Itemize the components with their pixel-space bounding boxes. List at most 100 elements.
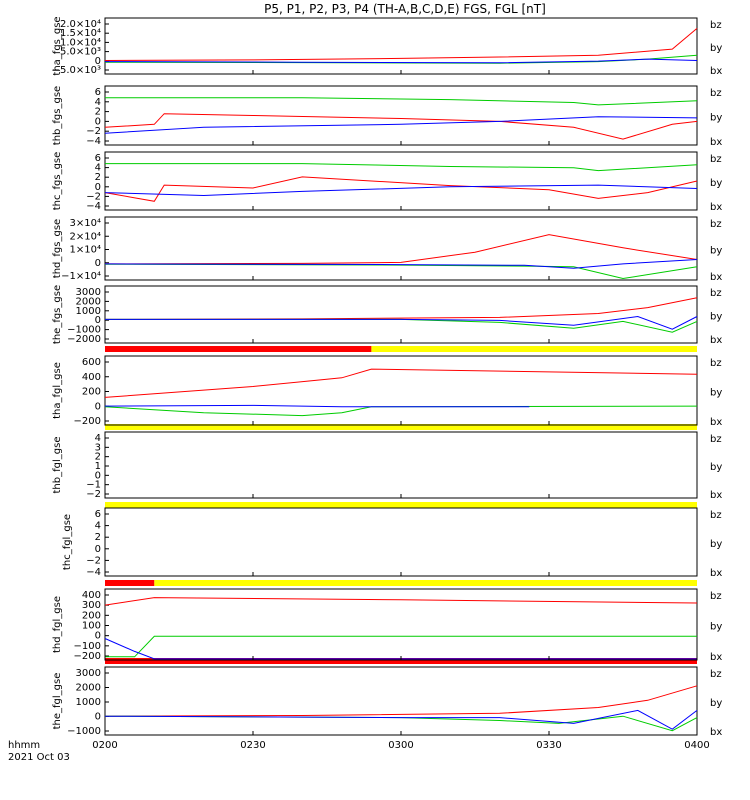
status-bar-4-0	[105, 658, 697, 664]
ytick-label-1-1: 4	[95, 97, 101, 108]
ylabel-3: thd_fgs_gse	[52, 219, 63, 278]
legend-5-bz: bz	[710, 358, 722, 369]
xtick-label-0: 0200	[92, 740, 117, 751]
series-9-bx	[104, 709, 698, 730]
ytick-label-9-2: 1000	[76, 697, 101, 708]
status-bar-3-0	[105, 580, 155, 586]
ylabel-1: thb_fgs_gse	[52, 86, 63, 145]
ytick-label-4-5: −2000	[67, 334, 101, 345]
xtick-label-4: 0400	[684, 740, 709, 751]
legend-3-bx: bx	[710, 272, 722, 283]
ytick-label-0-3: 5.0×10³	[60, 47, 101, 58]
legend-6-bx: bx	[710, 490, 722, 501]
legend-7-bx: bx	[710, 568, 722, 579]
series-5-by	[104, 405, 698, 417]
ytick-label-0-4: 0	[95, 56, 101, 67]
legend-2-by: by	[710, 178, 722, 189]
legend-5-bx: bx	[710, 417, 722, 428]
ytick-label-3-4: −1×10⁴	[61, 271, 101, 282]
series-8-by	[105, 635, 697, 658]
ytick-label-3-0: 3×10⁴	[70, 218, 101, 229]
series-5-bx	[104, 404, 530, 408]
series-0-bx	[104, 58, 698, 64]
series-3-bz	[104, 234, 698, 265]
ytick-label-9-0: 3000	[76, 668, 101, 679]
legend-2-bz: bz	[710, 154, 722, 165]
legend-8-by: by	[710, 622, 722, 633]
legend-4-bx: bx	[710, 335, 722, 346]
ytick-label-5-4: −200	[74, 416, 101, 427]
ytick-label-2-4: −2	[86, 191, 101, 202]
legend-9-bx: bx	[710, 727, 722, 738]
ytick-label-5-1: 400	[82, 372, 101, 383]
ytick-label-2-1: 4	[95, 163, 101, 174]
ytick-label-8-4: 0	[95, 631, 101, 642]
ytick-label-5-3: 0	[95, 401, 101, 412]
series-1-bz	[104, 113, 698, 140]
legend-5-by: by	[710, 388, 722, 399]
ylabel-8: thd_fgl_gse	[52, 596, 63, 653]
status-bar-3-1	[154, 580, 698, 586]
ytick-label-6-0: 4	[95, 433, 101, 444]
footer-hhmm: hhmm	[8, 740, 40, 751]
ytick-label-8-3: 100	[82, 621, 101, 632]
legend-6-by: by	[710, 462, 722, 473]
legend-6-bz: bz	[710, 434, 722, 445]
ytick-label-1-2: 2	[95, 107, 101, 118]
ytick-label-2-5: −4	[86, 201, 101, 212]
series-4-bx	[105, 315, 698, 330]
ytick-label-8-6: −200	[74, 651, 101, 662]
series-4-by	[105, 318, 698, 333]
status-bar-2-0	[105, 502, 697, 508]
ytick-label-5-2: 200	[82, 387, 101, 398]
series-2-by	[105, 163, 698, 172]
ytick-label-8-5: −100	[74, 641, 101, 652]
ytick-label-1-3: 0	[95, 116, 101, 127]
ytick-label-4-1: 2000	[76, 296, 101, 307]
xtick-label-1: 0230	[240, 740, 265, 751]
ytick-label-4-0: 3000	[76, 287, 101, 298]
legend-1-bx: bx	[710, 137, 722, 148]
legend-0-bz: bz	[710, 20, 722, 31]
ytick-label-1-5: −4	[86, 136, 101, 147]
panel-frame-7	[104, 507, 698, 577]
ylabel-5: tha_fgl_gse	[52, 362, 63, 419]
ytick-label-4-2: 1000	[76, 306, 101, 317]
series-4-bz	[104, 297, 698, 320]
legend-9-bz: bz	[710, 669, 722, 680]
ytick-label-3-2: 1×10⁴	[70, 245, 101, 256]
series-3-bx	[104, 259, 698, 269]
ytick-label-6-6: −2	[86, 489, 101, 500]
legend-0-by: by	[710, 43, 722, 54]
panel-frame-6	[104, 431, 698, 499]
ytick-label-9-4: −1000	[67, 726, 101, 737]
ytick-label-4-4: −1000	[67, 325, 101, 336]
ytick-label-3-1: 2×10⁴	[70, 231, 101, 242]
ytick-label-0-0: 2.0×10⁴	[60, 19, 101, 30]
ytick-label-9-3: 0	[95, 712, 101, 723]
ytick-label-6-1: 3	[95, 442, 101, 453]
ytick-label-2-0: 6	[95, 153, 101, 164]
ytick-label-8-1: 300	[82, 600, 101, 611]
legend-3-by: by	[710, 246, 722, 257]
legend-7-by: by	[710, 539, 722, 550]
panel-frame-1	[104, 85, 698, 146]
legend-3-bz: bz	[710, 219, 722, 230]
ytick-label-7-5: −4	[86, 567, 101, 578]
legend-9-by: by	[710, 698, 722, 709]
ylabel-0: tha_fgs_gse	[52, 16, 63, 75]
ytick-label-0-2: 1.0×10⁴	[60, 37, 101, 48]
ytick-label-8-2: 200	[82, 610, 101, 621]
ytick-label-8-0: 400	[82, 590, 101, 601]
status-bar-0-1	[371, 346, 697, 352]
ytick-label-1-4: −2	[86, 126, 101, 137]
legend-4-by: by	[710, 312, 722, 323]
legend-0-bx: bx	[710, 66, 722, 77]
ytick-label-1-0: 6	[95, 87, 101, 98]
series-9-by	[104, 715, 698, 732]
ytick-label-0-1: 1.5×10⁴	[60, 28, 101, 39]
ylabel-4: the_fgs_gse	[52, 285, 63, 344]
legend-8-bx: bx	[710, 652, 722, 663]
ytick-label-2-2: 2	[95, 172, 101, 183]
